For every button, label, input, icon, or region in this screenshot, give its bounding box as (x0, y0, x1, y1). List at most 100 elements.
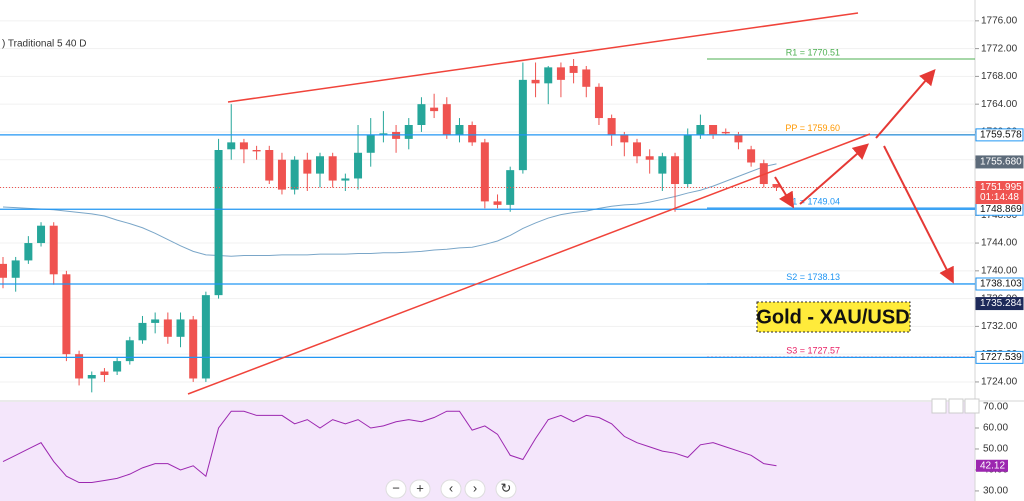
toolbar-button-label[interactable]: + (416, 480, 424, 495)
candle-body (303, 159, 312, 174)
candle-body (404, 125, 413, 139)
price-tag-label: 1751.995 (980, 182, 1022, 193)
y-tick-label: 70.00 (983, 402, 1008, 413)
toolbar-button-label[interactable]: ‹ (449, 480, 453, 495)
candle-body (759, 163, 768, 185)
toolbar-button[interactable] (440, 479, 462, 499)
button[interactable] (964, 398, 980, 414)
candle-body (645, 156, 654, 160)
toolbar-button[interactable] (385, 479, 407, 499)
rsi-pane (0, 402, 975, 501)
trend-line-upper (227, 12, 859, 103)
button[interactable] (948, 398, 964, 414)
candle-body (544, 67, 553, 84)
y-tick-label: 1776.00 (981, 15, 1018, 26)
candle-body (201, 295, 210, 379)
candle-body (671, 156, 680, 185)
candle-body (721, 131, 730, 134)
arrows (774, 68, 954, 284)
button[interactable] (931, 398, 947, 414)
candle-body (442, 104, 451, 136)
price-tag-label: 1735.284 (980, 298, 1022, 309)
price-tag-label: 1727.539 (980, 352, 1022, 363)
candle-body (176, 319, 185, 337)
candle-body (227, 142, 236, 150)
candle-body (24, 243, 33, 261)
y-tick-label: 1764.00 (981, 99, 1018, 110)
candle-body (430, 107, 439, 112)
candle-body (341, 178, 350, 181)
y-tick-label: 1732.00 (981, 321, 1018, 332)
candle-body (100, 371, 109, 375)
candle-body (252, 150, 261, 152)
candle-body (607, 118, 616, 136)
y-tick-label: 1740.00 (981, 265, 1018, 276)
price-tag-label: 1748.869 (980, 204, 1022, 215)
candle-body (11, 260, 20, 278)
price-tag (975, 155, 1024, 169)
candle-body (354, 152, 363, 179)
candle-body (531, 79, 540, 84)
candle-body (455, 125, 464, 136)
candle-body (734, 135, 743, 143)
toolbar-button[interactable] (495, 479, 517, 499)
candle-body (493, 201, 502, 205)
price-tag (975, 128, 1024, 142)
candle-body (468, 125, 477, 143)
y-tick-label: 60.00 (983, 423, 1008, 434)
candle-body (62, 274, 71, 355)
y-tick-label: 1744.00 (981, 238, 1018, 249)
candle-body (417, 104, 426, 125)
toolbar-button-label[interactable]: ↻ (501, 480, 512, 495)
candle-body (125, 340, 134, 362)
candle-body (49, 225, 58, 275)
candle-body (316, 156, 324, 174)
candle-body (772, 184, 781, 188)
candle-body (113, 361, 122, 372)
candle-body (265, 150, 274, 181)
y-tick-label: 50.00 (983, 444, 1008, 455)
trend-line-lower (187, 133, 871, 395)
y-tick-label: 1768.00 (981, 71, 1018, 82)
toolbar-button[interactable] (409, 479, 431, 499)
y-tick-label: 1724.00 (981, 377, 1018, 388)
candle-body (518, 79, 527, 171)
candle-body (709, 125, 718, 136)
price-tag-label: 1759.578 (980, 130, 1022, 141)
annotation: Gold - XAU/USD (756, 306, 909, 328)
countdown: 01:14:48 (980, 192, 1019, 203)
marks: 1724.001728.001732.001736.001740.001744.… (0, 15, 1024, 497)
candle-body (290, 159, 299, 190)
toolbar-button[interactable] (464, 479, 486, 499)
candle-body (620, 135, 629, 143)
candle-body (328, 156, 337, 181)
candle-body (151, 319, 160, 323)
moving-average (2, 163, 777, 257)
candle-body (683, 135, 692, 185)
candle-body (594, 86, 603, 119)
candle-body (582, 69, 591, 87)
candle-body (556, 67, 565, 80)
toolbar-button-label[interactable]: › (473, 480, 477, 495)
price-tag-label: 1738.103 (980, 279, 1022, 290)
rsi-tag-label: 42.12 (980, 460, 1005, 471)
rsi-tag (976, 459, 1008, 472)
y-tick-label: 30.00 (983, 486, 1008, 497)
price-tag-label: 1755.680 (980, 157, 1022, 168)
toolbar-button-label[interactable]: − (392, 480, 400, 495)
candle-body (696, 125, 705, 136)
candle-body (189, 319, 198, 379)
candle-body (214, 150, 223, 296)
candle-body (75, 354, 84, 379)
price-tag (975, 350, 1024, 364)
candle-body (0, 263, 7, 278)
annotation-box (756, 301, 911, 333)
candle-body (569, 65, 578, 73)
candle-body (366, 135, 375, 153)
pivot-label: S2 = 1738.13 (786, 272, 840, 282)
pivot-label: PP = 1759.60 (785, 123, 840, 133)
rsi-line (2, 410, 777, 484)
pivot-label: S1 = 1749.04 (786, 196, 840, 206)
candle-body (239, 142, 248, 150)
